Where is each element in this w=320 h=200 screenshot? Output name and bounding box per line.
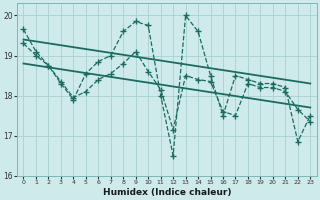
X-axis label: Humidex (Indice chaleur): Humidex (Indice chaleur)	[103, 188, 231, 197]
